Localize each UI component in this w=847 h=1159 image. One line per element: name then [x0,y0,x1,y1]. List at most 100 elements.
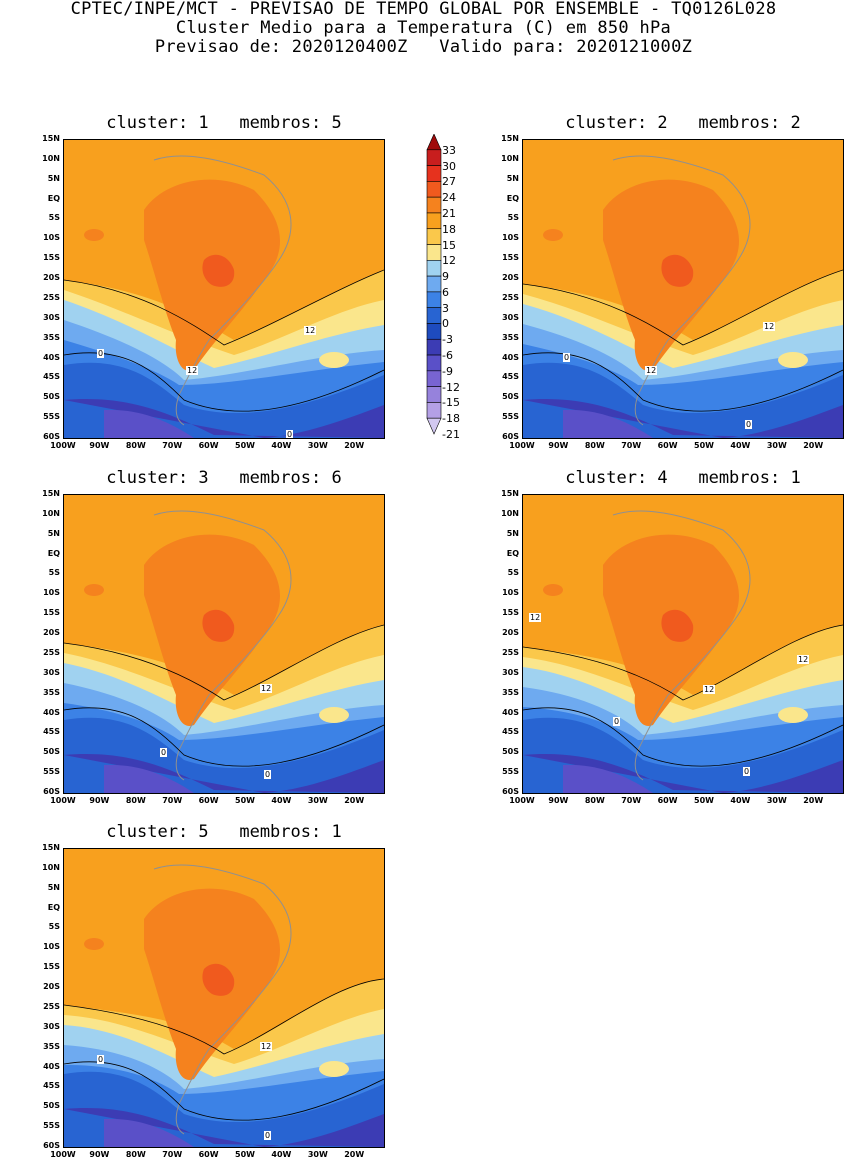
lat-tick-label: 50S [502,392,519,402]
colorbar-level-label: 24 [442,191,456,205]
lat-tick-label: 45S [43,727,60,737]
panel-title: cluster: 1 membros: 5 [106,113,342,133]
map-panel-2: cluster: 2 membros: 2 12 12 0 0 15N 10N 5N EQ 5S 1… [501,113,844,450]
lat-tick-label: 35S [43,687,60,697]
warm-spot [319,352,349,368]
colorbar-swatch [426,338,442,356]
contour-label: 0 [160,748,168,757]
temperature-band-8 [104,764,194,793]
lat-tick-label: 10N [501,153,519,163]
lat-tick-label: 10N [501,508,519,518]
temperature-band-7 [523,399,843,438]
lon-tick-label: 80W [125,796,146,805]
lat-tick-label: 50S [43,1101,60,1111]
colorbar-level-label: 21 [442,206,456,220]
map-canvas [523,140,843,438]
contour-label: 0 [743,767,751,776]
lat-tick-label: 10N [42,153,60,163]
contour-0 [64,1061,384,1121]
lat-tick-label: 30S [502,312,519,322]
lon-tick-label: 20W [803,441,824,450]
lat-tick-label: 35S [43,1041,60,1051]
colorbar-level-label: -12 [442,380,460,394]
warm-spot [84,584,104,596]
lon-tick-label: 20W [344,1150,365,1159]
header-line-1: CPTEC/INPE/MCT - PREVISAO DE TEMPO GLOBA… [70,0,777,19]
lat-tick-label: 10N [42,508,60,518]
colorbar-swatch [426,417,442,435]
lat-tick-label: 5N [47,882,60,892]
lat-tick-label: 5S [507,568,519,578]
contour-12 [64,978,384,1055]
lat-tick-label: 45S [502,727,519,737]
lat-tick-label: 60S [43,432,60,441]
lat-tick-label: 10S [43,588,60,598]
lat-tick-label: 25S [502,292,519,302]
colorbar-level-label: 9 [442,270,449,284]
temperature-band-8 [104,409,194,438]
contour-label: 0 [613,717,621,726]
lat-tick-label: 15N [501,489,519,498]
lat-tick-label: 55S [502,767,519,777]
lat-tick-label: 60S [43,787,60,796]
map-panel-3: cluster: 3 membros: 6 12 0 0 15N 10N 5N EQ 5S 10S… [42,468,385,805]
lat-tick-label: 5S [48,922,60,932]
lon-tick-label: 70W [621,796,642,805]
lat-tick-label: 40S [502,352,519,362]
colorbar-level-label: 12 [442,254,456,268]
lat-tick-label: 55S [43,1121,60,1131]
lon-tick-label: 70W [162,796,183,805]
lon-tick-label: 30W [307,441,328,450]
temperature-map: 12 0 0 [63,848,385,1148]
temperature-band-7 [64,1108,384,1147]
warm-spot [319,1061,349,1077]
lon-tick-label: 80W [584,441,605,450]
lat-tick-label: 15N [42,489,60,498]
lat-tick-label: 10S [502,588,519,598]
hot-core [202,963,235,996]
lon-tick-label: 100W [50,796,76,805]
lat-tick-label: 5N [47,528,60,538]
contour-label: 12 [260,1042,273,1051]
lat-tick-label: 30S [43,1021,60,1031]
lat-tick-label: 20S [43,273,60,283]
contour-12 [523,624,843,701]
lat-tick-label: 5S [507,213,519,223]
lat-tick-label: 50S [502,747,519,757]
colorbar-swatch [426,244,442,261]
lon-tick-label: 40W [271,441,292,450]
colorbar-swatch [426,291,442,308]
lon-tick-label: 50W [235,441,255,450]
lon-tick-label: 70W [162,1150,183,1159]
lon-tick-label: 80W [584,796,605,805]
lat-tick-label: 15S [43,962,60,972]
colorbar-level-label: -15 [442,396,460,410]
temperature-band-8 [563,764,653,793]
header-line-2: Cluster Medio para a Temperatura (C) em … [175,18,672,38]
colorbar-swatch [426,323,442,340]
lat-tick-label: 15N [42,843,60,852]
lon-tick-label: 30W [766,441,787,450]
colorbar-level-label: 0 [442,317,449,331]
lon-tick-label: 90W [89,1150,110,1159]
temperature-band-8 [104,1118,194,1147]
colorbar-swatch [426,228,442,245]
map-canvas [64,495,384,793]
contour-label: 12 [645,366,658,375]
lat-tick-label: EQ [47,548,60,558]
contour-label: 12 [529,613,542,622]
colorbar-level-label: -3 [442,333,453,347]
contour-0 [64,707,384,767]
colorbar-level-label: 27 [442,175,456,189]
colorbar-swatch [426,181,442,198]
contour-label: 12 [763,322,776,331]
panel-title: cluster: 2 membros: 2 [565,113,801,133]
lon-tick-label: 30W [307,1150,328,1159]
temperature-band-7 [523,754,843,793]
warm-spot [84,938,104,950]
hot-core [202,609,235,642]
lon-tick-label: 100W [509,796,535,805]
colorbar-level-label: 30 [442,159,456,173]
contour-12 [64,269,384,346]
lat-tick-label: 45S [43,372,60,382]
